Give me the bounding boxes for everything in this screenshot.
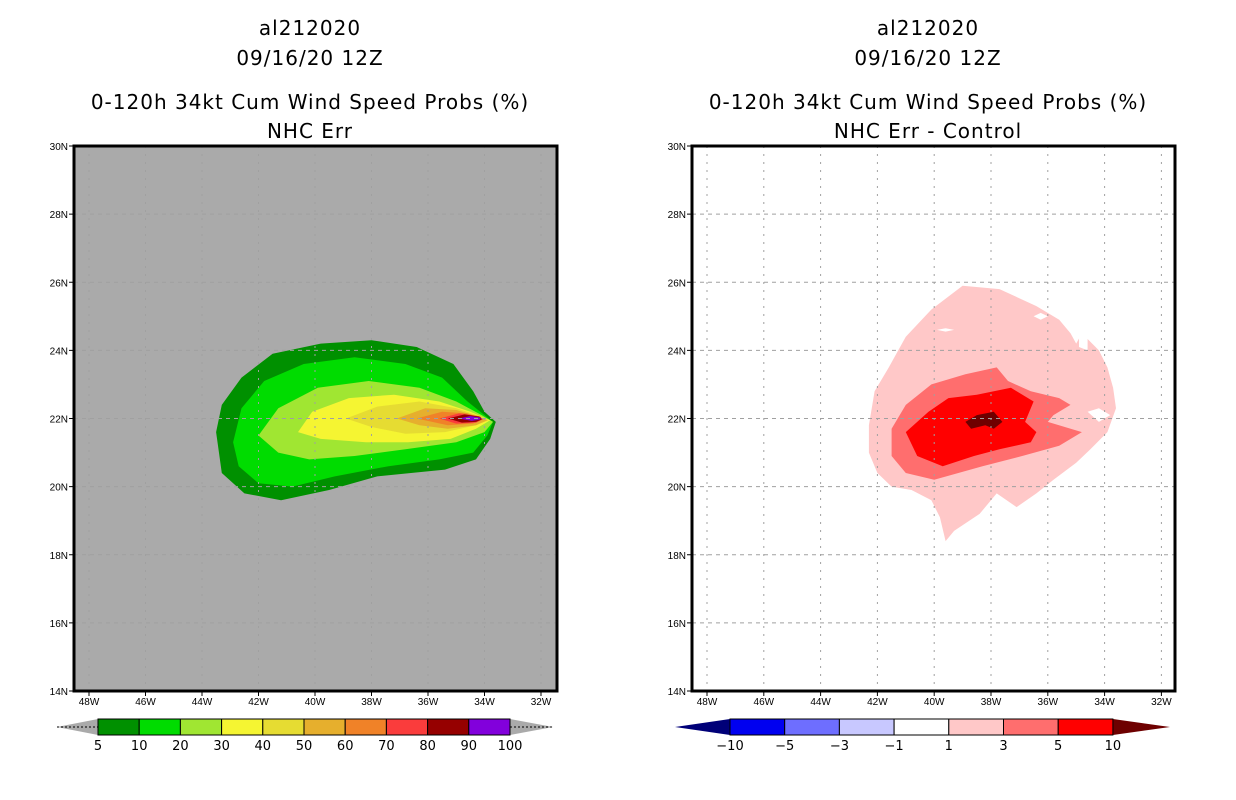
colorbar-label: −3: [830, 739, 849, 754]
right-title-line4: NHC Err - Control: [833, 119, 1023, 143]
y-tick-label: 16N: [668, 619, 686, 630]
colorbar-swatch: [303, 718, 346, 736]
colorbar-label: 90: [461, 739, 478, 754]
colorbar-label: −10: [716, 739, 743, 754]
y-tick-label: 24N: [50, 346, 68, 357]
colorbar-label: 10: [131, 739, 148, 754]
colorbar-label: 10: [1105, 739, 1122, 754]
colorbar-swatch: [344, 718, 387, 736]
colorbar-swatch: [1057, 718, 1114, 736]
y-tick-label: 14N: [50, 687, 68, 698]
x-tick-label: 48W: [79, 697, 100, 708]
contour-hole: [1087, 408, 1111, 422]
x-tick-label: 46W: [135, 697, 156, 708]
y-tick-label: 20N: [50, 483, 68, 494]
colorbar-swatch: [427, 718, 470, 736]
contour-10: [965, 411, 1003, 429]
colorbar-above-triangle: [1112, 719, 1170, 735]
x-tick-label: 44W: [810, 697, 831, 708]
colorbar-label: 5: [1054, 739, 1062, 754]
colorbar-label: 80: [419, 739, 436, 754]
colorbar-swatch: [385, 718, 429, 736]
y-tick-label: 30N: [50, 142, 68, 153]
colorbar-swatch: [138, 718, 181, 736]
colorbar-label: −5: [775, 739, 794, 754]
colorbar-swatch: [893, 718, 950, 736]
y-tick-label: 18N: [50, 551, 68, 562]
y-tick-label: 22N: [50, 415, 68, 426]
colorbar-swatch: [97, 718, 140, 736]
colorbar-swatch: [729, 718, 786, 736]
x-tick-label: 36W: [1038, 697, 1059, 708]
colorbar-swatch: [468, 718, 511, 736]
left-title-line3: 0-120h 34kt Cum Wind Speed Probs (%): [90, 90, 530, 114]
y-tick-label: 26N: [668, 278, 686, 289]
colorbar-label: 50: [296, 739, 313, 754]
right-title-line2: 09/16/20 12Z: [854, 46, 1002, 70]
left-colorbar: 5 10 20 30 40 50 60 70 80 90 100: [57, 718, 553, 754]
colorbar-swatch: [221, 718, 264, 736]
colorbar-swatch: [948, 718, 1004, 736]
colorbar-swatch: [784, 718, 840, 736]
colorbar-label: 1: [945, 739, 953, 754]
colorbar-below-triangle: [675, 719, 730, 735]
x-tick-label: 42W: [248, 697, 269, 708]
colorbar-label: −1: [885, 739, 904, 754]
contour-hole: [1079, 329, 1088, 351]
colorbar-swatch: [179, 718, 223, 736]
colorbar-label: 40: [255, 739, 272, 754]
contour-hole: [937, 328, 955, 332]
y-tick-label: 26N: [50, 278, 68, 289]
left-title-line1: al212020: [258, 16, 362, 40]
right-title-line3: 0-120h 34kt Cum Wind Speed Probs (%): [708, 90, 1148, 114]
colorbar-swatch: [262, 718, 305, 736]
y-tick-label: 14N: [668, 687, 686, 698]
x-tick-label: 48W: [697, 697, 718, 708]
y-tick-label: 24N: [668, 346, 686, 357]
colorbar-swatch: [838, 718, 895, 736]
colorbar-label: 30: [213, 739, 230, 754]
right-map-panel: 48W 46W 44W 42W 40W 38W 36W 34W 32W 30N 28N 26N 24N 2…: [668, 142, 1177, 708]
y-tick-label: 18N: [668, 551, 686, 562]
colorbar-label: 100: [498, 739, 523, 754]
right-colorbar: −10 −5 −3 −1 1 3 5 10: [675, 718, 1170, 754]
left-title-line2: 09/16/20 12Z: [236, 46, 384, 70]
left-map-panel: 48W 46W 44W 42W 40W 38W 36W 34W 32W 30N 28N 26N 24N 2…: [50, 142, 559, 708]
y-tick-label: 30N: [668, 142, 686, 153]
left-title-line4: NHC Err: [266, 119, 354, 143]
colorbar-label: 20: [172, 739, 189, 754]
y-tick-label: 20N: [668, 483, 686, 494]
x-tick-label: 38W: [361, 697, 382, 708]
y-tick-label: 28N: [668, 210, 686, 221]
x-tick-label: 34W: [474, 697, 495, 708]
x-tick-label: 40W: [305, 697, 326, 708]
colorbar-label: 5: [94, 739, 102, 754]
x-tick-label: 44W: [192, 697, 213, 708]
x-tick-label: 32W: [531, 697, 552, 708]
right-title-line1: al212020: [876, 16, 980, 40]
x-tick-label: 34W: [1094, 697, 1115, 708]
y-tick-label: 22N: [668, 415, 686, 426]
colorbar-label: 60: [337, 739, 354, 754]
x-tick-label: 38W: [981, 697, 1002, 708]
y-tick-label: 28N: [50, 210, 68, 221]
contour-hole: [1033, 312, 1048, 320]
colorbar-swatch: [1003, 718, 1059, 736]
colorbar-label: 3: [999, 739, 1007, 754]
x-tick-label: 36W: [418, 697, 439, 708]
colorbar-label: 70: [378, 739, 395, 754]
x-tick-label: 32W: [1151, 697, 1172, 708]
x-tick-label: 46W: [754, 697, 775, 708]
x-tick-label: 42W: [867, 697, 888, 708]
y-tick-label: 16N: [50, 619, 68, 630]
x-tick-label: 40W: [924, 697, 945, 708]
